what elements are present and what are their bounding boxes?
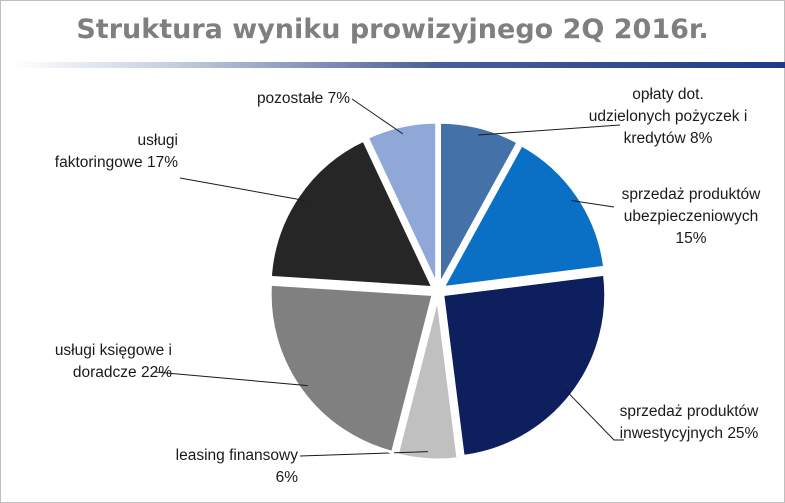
pie-slice — [365, 120, 439, 286]
slice-label-line: inwestycyjnych 25% — [619, 425, 759, 442]
leader-line — [571, 200, 615, 208]
slice-label-line: kredytów 8% — [623, 130, 713, 147]
leader-line — [478, 124, 621, 136]
slice-label-line: leasing finansowy — [175, 447, 298, 464]
slice-label-line: udzielonych pożyczek i — [588, 108, 748, 125]
slice-label-line: 6% — [275, 469, 298, 486]
slice-label-line: pozostałe 7% — [256, 90, 350, 107]
slice-label-line: faktoringowe 17% — [54, 154, 178, 171]
slice-label-line: doradcze 22% — [72, 364, 172, 381]
title-underline — [12, 62, 785, 68]
leader-line — [154, 371, 308, 387]
pie-slice — [441, 272, 608, 459]
leader-line — [564, 389, 624, 441]
slice-label: sprzedaż produktów ubezpieczeniowych 15% — [622, 184, 761, 250]
slice-label: sprzedaż produktów inwestycyjnych 25% — [620, 401, 759, 445]
slice-label-line: opłaty dot. — [632, 86, 704, 103]
pie-slice — [440, 142, 607, 290]
slice-label: usługi faktoringowe 17% — [55, 130, 178, 174]
slice-label: usługi księgowe i doradcze 22% — [55, 340, 172, 384]
leader-line — [351, 98, 404, 135]
leader-line — [299, 451, 428, 457]
slice-label: leasing finansowy 6% — [176, 445, 298, 489]
slice-label-line: 15% — [675, 230, 707, 247]
slice-label-line: ubezpieczeniowych — [623, 208, 759, 225]
slice-label: opłaty dot. udzielonych pożyczek i kredytó… — [589, 84, 748, 150]
slice-label-line: usługi — [137, 132, 179, 149]
pie-slice — [395, 296, 460, 462]
slice-label-line: sprzedaż produktów — [621, 186, 761, 203]
pie-slice — [437, 120, 521, 286]
slice-label: pozostałe 7% — [257, 88, 350, 110]
leader-line — [179, 177, 305, 201]
pie-slice — [268, 282, 436, 455]
pie-slice — [268, 138, 436, 290]
slice-label-line: sprzedaż produktów — [619, 403, 759, 420]
slice-label-line: usługi księgowe i — [54, 342, 172, 359]
chart-title: Struktura wyniku prowizyjnego 2Q 2016r. — [76, 14, 709, 45]
